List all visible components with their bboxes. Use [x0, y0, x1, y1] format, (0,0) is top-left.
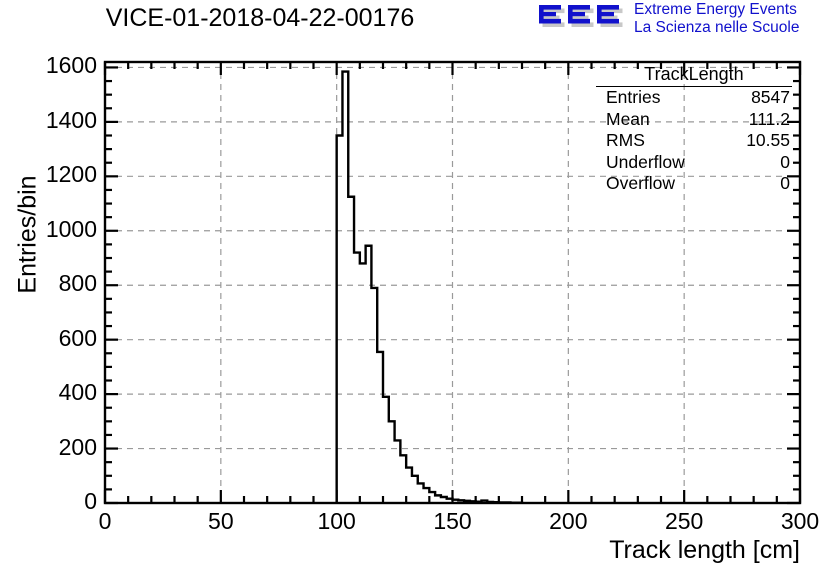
stats-row: Entries 8547	[596, 87, 792, 109]
y-tick-label: 1600	[45, 52, 97, 79]
stats-row: Underflow 0	[596, 152, 792, 174]
eee-logo: Extreme Energy Events La Scienza nelle S…	[538, 1, 834, 40]
stats-row-value: 0	[780, 173, 790, 193]
stats-row-key: Mean	[606, 108, 650, 129]
eee-logo-line2: La Scienza nelle Scuole	[634, 19, 800, 36]
stats-box: TrackLength Entries 8547 Mean 111.2 RMS 10.55…	[596, 64, 792, 195]
y-tick-label: 0	[84, 488, 97, 514]
y-tick-label: 400	[58, 379, 97, 406]
eee-logo-line1: Extreme Energy Events	[634, 1, 797, 18]
y-tick-label: 1400	[45, 106, 97, 133]
stats-row-value: 0	[780, 151, 790, 172]
x-tick-label: 200	[549, 508, 588, 534]
y-tick-label: 600	[58, 324, 97, 351]
y-tick-label: 800	[58, 270, 97, 297]
stats-row-value: 8547	[751, 87, 790, 107]
page-title: VICE-01-2018-04-22-00176	[105, 4, 415, 32]
eee-logo-text: Extreme Energy Events La Scienza nelle S…	[634, 1, 799, 37]
stats-row: RMS 10.55	[596, 130, 792, 152]
x-tick-label: 300	[780, 508, 820, 534]
x-tick-label: 250	[664, 508, 704, 534]
x-tick-label: 50	[208, 508, 234, 534]
stats-rows: Entries 8547 Mean 111.2 RMS 10.55 Underflow 0 Ov…	[596, 87, 792, 195]
stats-row: Overflow 0	[596, 173, 792, 195]
stats-title: TrackLength	[596, 64, 792, 87]
y-tick-label: 1000	[45, 215, 97, 242]
x-tick-label: 100	[317, 508, 356, 534]
stats-row-value: 10.55	[746, 130, 790, 150]
x-tick-label: 150	[433, 508, 472, 534]
y-tick-label: 1200	[45, 161, 97, 188]
stats-row-key: Underflow	[606, 151, 685, 172]
x-tick-label: 0	[98, 508, 112, 534]
stats-row-key: Entries	[606, 87, 661, 107]
x-axis-title: Track length [cm]	[609, 536, 800, 564]
y-tick-label: 200	[58, 433, 97, 460]
stats-row: Mean 111.2	[596, 109, 792, 131]
stats-row-value: 111.2	[748, 108, 790, 129]
stats-row-key: RMS	[606, 130, 645, 150]
stats-row-key: Overflow	[606, 173, 676, 193]
histogram-outline	[335, 70, 524, 504]
eee-logo-mark-icon	[539, 5, 623, 27]
